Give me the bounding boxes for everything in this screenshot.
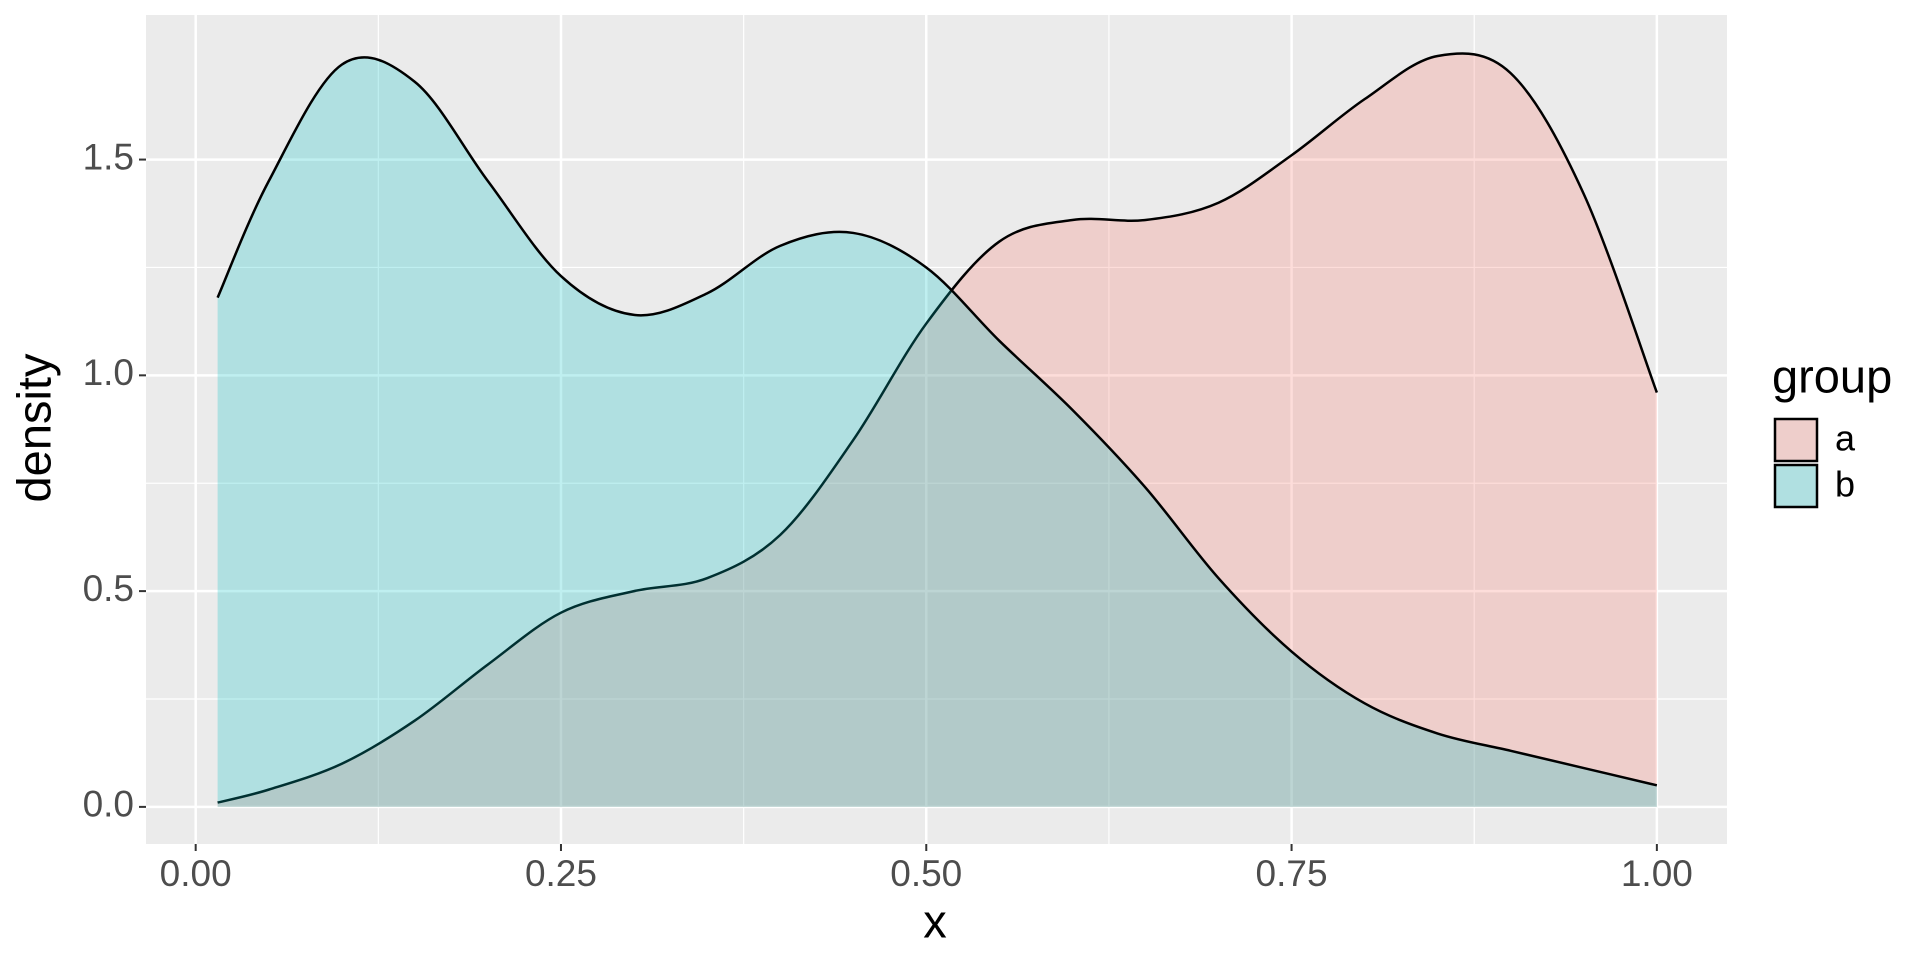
y-tick-label: 0.0 [83, 784, 134, 825]
legend-key [1773, 417, 1819, 463]
x-tick-label: 0.25 [525, 853, 597, 894]
legend-label: a [1835, 418, 1856, 459]
density-area [217, 53, 1657, 807]
x-tick-label: 0.00 [160, 853, 232, 894]
legend-key-bg [1774, 418, 1818, 462]
density-line [216, 56, 1658, 787]
y-axis-title: density [7, 353, 60, 502]
legend-key [1773, 463, 1819, 509]
legend-label: b [1835, 464, 1855, 505]
legend-key-bg [1774, 464, 1818, 508]
x-axis-title: x [923, 894, 947, 947]
density-area [217, 57, 1657, 807]
y-tick-label: 1.5 [83, 136, 134, 177]
legend-title: group [1772, 349, 1892, 402]
y-tick-label: 0.5 [83, 568, 134, 609]
x-tick-label: 0.50 [890, 853, 962, 894]
x-tick-label: 1.00 [1621, 853, 1693, 894]
y-tick-label: 1.0 [83, 352, 134, 393]
x-tick-label: 0.75 [1256, 853, 1328, 894]
density-line [217, 52, 1659, 804]
panel [146, 15, 1727, 844]
